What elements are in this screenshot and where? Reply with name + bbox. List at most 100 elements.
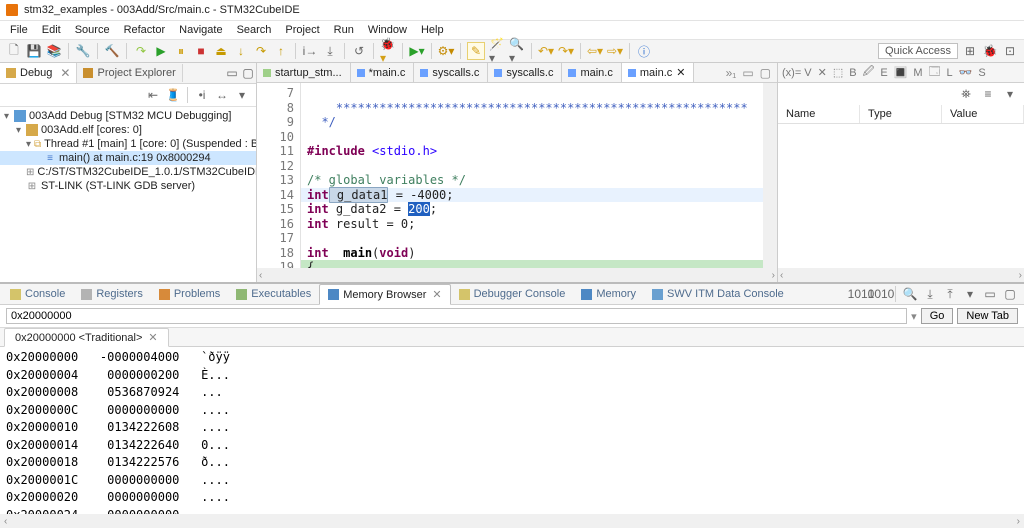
fwd-icon[interactable]: ⇨▾ bbox=[607, 43, 623, 59]
address-input[interactable] bbox=[6, 308, 907, 324]
r-ico[interactable]: B bbox=[849, 67, 856, 79]
menu-icon[interactable]: ▾ bbox=[962, 286, 978, 302]
ed-tab-main1[interactable]: *main.c bbox=[351, 63, 415, 82]
menu-edit[interactable]: Edit bbox=[36, 21, 67, 39]
min-icon[interactable]: ▭ bbox=[224, 65, 240, 81]
r-ico[interactable]: S bbox=[978, 67, 985, 79]
go-button[interactable]: Go bbox=[921, 308, 954, 324]
save-icon[interactable]: 💾 bbox=[26, 43, 42, 59]
mem-row[interactable]: 0x20000008 0536870924 ... bbox=[6, 384, 1018, 402]
tab-executables[interactable]: Executables bbox=[228, 285, 319, 303]
r-ico[interactable]: 🖉 bbox=[863, 63, 875, 82]
reset-icon[interactable]: ↺ bbox=[351, 43, 367, 59]
stepover-icon[interactable]: ↷ bbox=[253, 43, 269, 59]
ed-min-icon[interactable]: ▭ bbox=[742, 66, 753, 80]
col-name[interactable]: Name bbox=[778, 105, 860, 123]
build-icon[interactable]: 🔨 bbox=[104, 43, 120, 59]
ed-tab-startup[interactable]: startup_stm... bbox=[257, 63, 351, 82]
r-ico[interactable]: 👓 bbox=[959, 66, 973, 79]
mem-row[interactable]: 0x2000001C 0000000000 .... bbox=[6, 472, 1018, 490]
mem-row[interactable]: 0x20000020 0000000000 .... bbox=[6, 489, 1018, 507]
editor[interactable]: 78910111213 ▮14 1516 ⊖17 18 ➤19 20 *****… bbox=[257, 83, 777, 282]
new-icon[interactable]: 🗋 bbox=[6, 43, 22, 59]
close-icon[interactable]: ✕ bbox=[148, 332, 157, 344]
hl-icon[interactable]: ✎ bbox=[467, 42, 485, 60]
back-icon[interactable]: ⇦▾ bbox=[587, 43, 603, 59]
menu-icon[interactable]: ▾ bbox=[1002, 86, 1018, 102]
r-ico[interactable]: L bbox=[947, 67, 953, 79]
menu-source[interactable]: Source bbox=[69, 21, 116, 39]
skip-icon[interactable]: ↷ bbox=[133, 43, 149, 59]
newtab-button[interactable]: New Tab bbox=[957, 308, 1018, 324]
suspend-icon[interactable]: ⏸ bbox=[173, 43, 189, 59]
menu-search[interactable]: Search bbox=[231, 21, 278, 39]
dots-icon[interactable]: •i bbox=[194, 87, 210, 103]
r-ico[interactable]: E bbox=[880, 67, 887, 79]
close-icon[interactable]: ✕ bbox=[60, 66, 70, 80]
collapse-icon[interactable]: ≡ bbox=[980, 86, 996, 102]
mem-row[interactable]: 0x20000000 -0000004000 `ðÿÿ bbox=[6, 349, 1018, 367]
search2-icon[interactable]: 🔍▾ bbox=[509, 43, 525, 59]
debug-tree[interactable]: ▾003Add Debug [STM32 MCU Debugging] ▾003… bbox=[0, 107, 256, 282]
tab-memory-browser[interactable]: Memory Browser✕ bbox=[319, 284, 450, 305]
quick-access[interactable]: Quick Access bbox=[878, 43, 958, 59]
tree-launch[interactable]: 003Add Debug [STM32 MCU Debugging] bbox=[29, 110, 231, 122]
persp2-icon[interactable]: 🐞 bbox=[982, 43, 998, 59]
tree-icon[interactable]: ⛯ bbox=[958, 86, 974, 102]
export-icon[interactable]: ⤒ bbox=[942, 286, 958, 302]
col-value[interactable]: Value bbox=[942, 105, 1024, 123]
tab-registers[interactable]: Registers bbox=[73, 285, 150, 303]
max-icon[interactable]: ▢ bbox=[1002, 286, 1018, 302]
more-tabs-icon[interactable]: »₁ bbox=[726, 66, 737, 80]
tab-problems[interactable]: Problems bbox=[151, 285, 228, 303]
tree-frame[interactable]: main() at main.c:19 0x8000294 bbox=[59, 152, 211, 164]
terminate-icon[interactable]: ■ bbox=[193, 43, 209, 59]
vars-hscroll[interactable]: ‹› bbox=[778, 268, 1024, 282]
mem-row[interactable]: 0x2000000C 0000000000 .... bbox=[6, 402, 1018, 420]
config-icon[interactable]: 🔧 bbox=[75, 43, 91, 59]
stepreturn-icon[interactable]: ↑ bbox=[273, 43, 289, 59]
wand-icon[interactable]: 🪄▾ bbox=[489, 43, 505, 59]
ed-tab-sys2[interactable]: syscalls.c bbox=[488, 63, 562, 82]
code-area[interactable]: ****************************************… bbox=[307, 86, 763, 282]
stepinto-icon[interactable]: ↓ bbox=[233, 43, 249, 59]
import-icon[interactable]: ⤓ bbox=[922, 286, 938, 302]
r-ico[interactable]: 🗔 bbox=[929, 63, 941, 82]
tree-gdb[interactable]: C:/ST/STM32CubeIDE_1.0.1/STM32CubeIDE/pl… bbox=[37, 166, 256, 178]
tab-debug[interactable]: Debug ✕ bbox=[0, 63, 77, 83]
hex-icon[interactable]: 1010 bbox=[853, 286, 869, 302]
ed-tab-main3[interactable]: main.c✕ bbox=[622, 63, 695, 82]
menu-help[interactable]: Help bbox=[415, 21, 450, 39]
persp1-icon[interactable]: ⊞ bbox=[962, 43, 978, 59]
persp3-icon[interactable]: ⊡ bbox=[1002, 43, 1018, 59]
tab-console[interactable]: Console bbox=[2, 285, 73, 303]
run-icon[interactable]: ▶▾ bbox=[409, 43, 425, 59]
subtab-trad[interactable]: 0x20000000 <Traditional>✕ bbox=[4, 328, 169, 347]
r-ico[interactable]: ✕ bbox=[818, 66, 827, 79]
resume-icon[interactable]: ▶ bbox=[153, 43, 169, 59]
info-icon[interactable]: ⓘ bbox=[636, 43, 652, 59]
mem-row[interactable]: 0x20000018 0134222576 ð... bbox=[6, 454, 1018, 472]
menu-refactor[interactable]: Refactor bbox=[118, 21, 172, 39]
editor-vscroll[interactable] bbox=[763, 83, 777, 268]
close-icon[interactable]: ✕ bbox=[676, 66, 685, 79]
extrun-icon[interactable]: ⚙▾ bbox=[438, 43, 454, 59]
link-icon[interactable]: 🧵 bbox=[165, 87, 181, 103]
find-icon[interactable]: 🔍 bbox=[902, 286, 918, 302]
ed-tab-sys1[interactable]: syscalls.c bbox=[414, 63, 488, 82]
vars-tab-label[interactable]: (x)= V bbox=[782, 67, 812, 79]
menu-navigate[interactable]: Navigate bbox=[173, 21, 228, 39]
tree-stlink[interactable]: ST-LINK (ST-LINK GDB server) bbox=[41, 180, 195, 192]
close-icon[interactable]: ✕ bbox=[432, 288, 441, 301]
r-ico[interactable]: M bbox=[913, 67, 922, 79]
tab-project-explorer[interactable]: Project Explorer bbox=[77, 64, 182, 82]
tree-thread[interactable]: Thread #1 [main] 1 [core: 0] (Suspended … bbox=[44, 138, 256, 150]
ed-max-icon[interactable]: ▢ bbox=[760, 66, 771, 80]
tree-elf[interactable]: 003Add.elf [cores: 0] bbox=[41, 124, 142, 136]
menu-icon[interactable]: ▾ bbox=[234, 87, 250, 103]
disconnect-icon[interactable]: ⏏ bbox=[213, 43, 229, 59]
grid-icon[interactable]: 1010 bbox=[873, 286, 889, 302]
mem-row[interactable]: 0x20000014 0134222640 0... bbox=[6, 437, 1018, 455]
instr-icon[interactable]: i→ bbox=[302, 43, 318, 59]
mem-row[interactable]: 0x20000010 0134222608 .... bbox=[6, 419, 1018, 437]
